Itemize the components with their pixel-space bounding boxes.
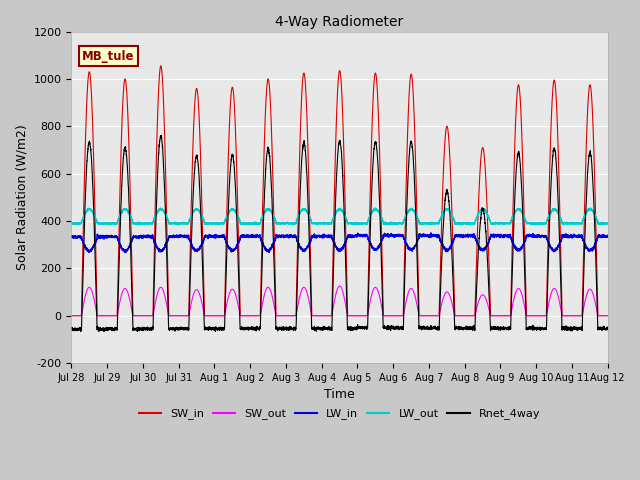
LW_out bbox=[587, 205, 595, 211]
LW_out bbox=[418, 222, 426, 228]
SW_out bbox=[68, 313, 76, 319]
Line: LW_out: LW_out bbox=[72, 208, 608, 225]
Rnet_4way bbox=[490, 326, 498, 332]
Rnet_4way bbox=[604, 325, 612, 331]
LW_in bbox=[430, 232, 438, 238]
SW_in bbox=[604, 313, 611, 319]
Line: SW_out: SW_out bbox=[72, 286, 608, 316]
LW_out bbox=[430, 220, 438, 226]
Rnet_4way bbox=[320, 325, 328, 331]
Rnet_4way bbox=[164, 302, 172, 308]
LW_out bbox=[490, 220, 498, 226]
SW_in bbox=[604, 313, 612, 319]
SW_out bbox=[490, 313, 498, 319]
SW_in bbox=[164, 274, 172, 279]
Rnet_4way bbox=[100, 329, 108, 335]
SW_out bbox=[319, 313, 327, 319]
SW_out bbox=[604, 313, 612, 319]
Rnet_4way bbox=[604, 324, 611, 330]
LW_in bbox=[604, 233, 612, 239]
LW_in bbox=[460, 233, 468, 239]
LW_out bbox=[319, 221, 327, 227]
LW_out bbox=[68, 220, 76, 226]
Line: LW_in: LW_in bbox=[72, 233, 608, 252]
SW_in bbox=[157, 63, 164, 69]
Line: SW_in: SW_in bbox=[72, 66, 608, 316]
LW_in bbox=[121, 250, 129, 255]
SW_out bbox=[460, 313, 468, 319]
LW_in bbox=[427, 230, 435, 236]
LW_in bbox=[164, 237, 172, 243]
SW_in bbox=[68, 313, 76, 319]
Title: 4-Way Radiometer: 4-Way Radiometer bbox=[275, 15, 404, 29]
SW_in bbox=[460, 313, 468, 319]
SW_out bbox=[430, 313, 438, 319]
LW_in bbox=[604, 232, 611, 238]
Text: MB_tule: MB_tule bbox=[82, 50, 134, 63]
LW_out bbox=[460, 221, 468, 227]
Legend: SW_in, SW_out, LW_in, LW_out, Rnet_4way: SW_in, SW_out, LW_in, LW_out, Rnet_4way bbox=[134, 404, 545, 424]
Rnet_4way bbox=[157, 132, 165, 138]
X-axis label: Time: Time bbox=[324, 388, 355, 401]
SW_out bbox=[604, 313, 611, 319]
Rnet_4way bbox=[430, 324, 438, 330]
LW_out bbox=[164, 216, 172, 222]
SW_in bbox=[430, 313, 438, 319]
SW_out bbox=[336, 283, 344, 289]
Line: Rnet_4way: Rnet_4way bbox=[72, 135, 608, 332]
SW_in bbox=[319, 313, 327, 319]
Rnet_4way bbox=[460, 325, 468, 331]
LW_in bbox=[319, 232, 327, 238]
LW_out bbox=[604, 221, 612, 227]
LW_out bbox=[604, 221, 611, 227]
Rnet_4way bbox=[68, 326, 76, 332]
SW_in bbox=[490, 313, 498, 319]
Y-axis label: Solar Radiation (W/m2): Solar Radiation (W/m2) bbox=[15, 124, 28, 270]
LW_in bbox=[68, 234, 76, 240]
LW_in bbox=[490, 235, 498, 240]
SW_out bbox=[164, 308, 172, 313]
